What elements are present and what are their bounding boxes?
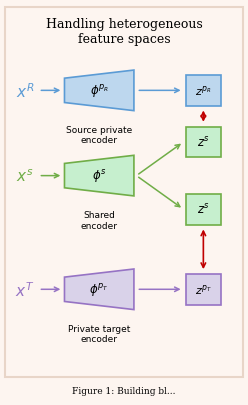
Text: $z^{p_T}$: $z^{p_T}$ [195, 283, 212, 296]
Text: Shared
encoder: Shared encoder [81, 211, 118, 230]
Text: $z^{s}$: $z^{s}$ [197, 203, 210, 217]
Polygon shape [64, 156, 134, 196]
Text: $\phi^{s}$: $\phi^{s}$ [92, 168, 107, 185]
Text: Private target
encoder: Private target encoder [68, 324, 130, 343]
Text: Source private
encoder: Source private encoder [66, 126, 132, 145]
FancyBboxPatch shape [186, 195, 221, 225]
Polygon shape [64, 71, 134, 111]
Text: Figure 1: Building bl...: Figure 1: Building bl... [72, 386, 176, 395]
FancyBboxPatch shape [186, 76, 221, 106]
Text: $x^R$: $x^R$ [16, 82, 34, 100]
Polygon shape [64, 269, 134, 310]
Text: $\phi^{p_R}$: $\phi^{p_R}$ [90, 83, 109, 100]
Text: $x^s$: $x^s$ [16, 168, 33, 184]
Text: $z^{p_R}$: $z^{p_R}$ [195, 84, 212, 98]
FancyBboxPatch shape [186, 127, 221, 158]
Text: $x^T$: $x^T$ [15, 280, 34, 299]
Text: $z^{s}$: $z^{s}$ [197, 136, 210, 149]
Text: Handling heterogeneous
feature spaces: Handling heterogeneous feature spaces [46, 18, 202, 46]
FancyBboxPatch shape [5, 8, 243, 377]
FancyBboxPatch shape [186, 275, 221, 305]
Text: $\phi^{p_T}$: $\phi^{p_T}$ [89, 281, 109, 298]
